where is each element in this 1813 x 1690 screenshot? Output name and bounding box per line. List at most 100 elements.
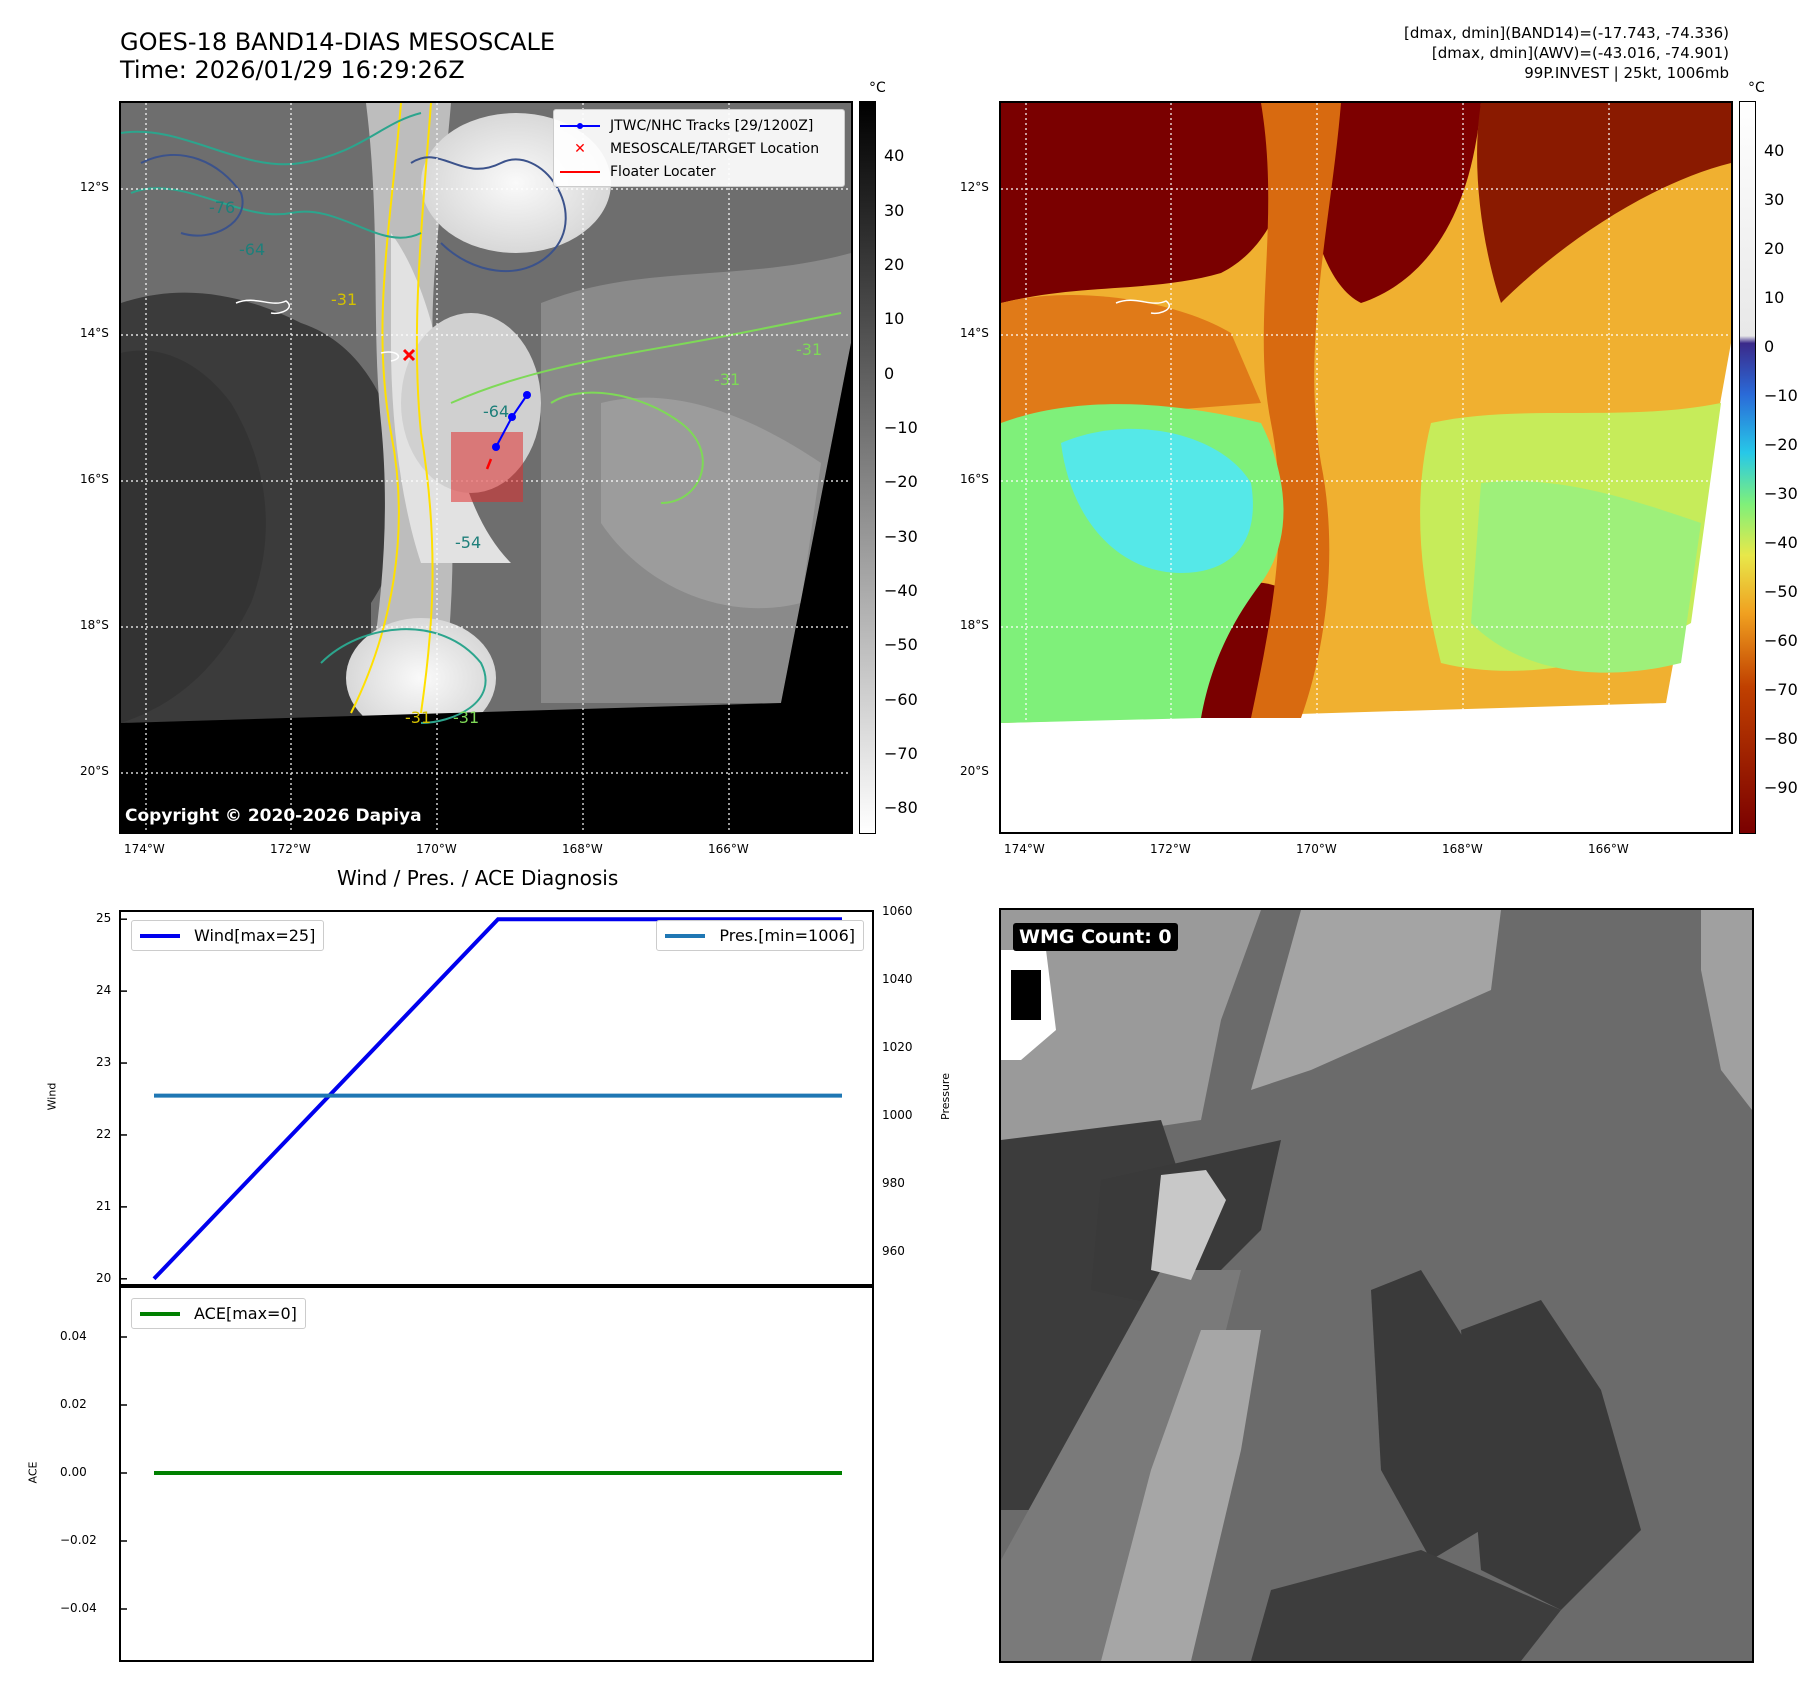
legend-track: JTWC/NHC Tracks [29/1200Z] (560, 114, 838, 137)
lat-label: 16°S (960, 472, 989, 486)
cbar-tick: −20 (884, 472, 918, 491)
legend-target: ✕ MESOSCALE/TARGET Location (574, 140, 820, 157)
cbar-tick: −60 (884, 690, 918, 709)
cbar-tick: −30 (1764, 484, 1798, 503)
cbar-tick: −30 (884, 527, 918, 546)
contour-label: -31 (331, 290, 357, 309)
pres-legend: Pres.[min=1006] (656, 920, 864, 951)
cbar-tick: 10 (884, 309, 905, 328)
pres-legend-swatch (665, 933, 706, 938)
ace-panel: ACE[max=0] (119, 1284, 874, 1662)
right-colorbar (1739, 101, 1756, 834)
lat-label: 16°S (80, 472, 109, 486)
ace-tick-label: −0.02 (60, 1533, 97, 1547)
left-colorbar (859, 101, 876, 834)
contour-label: -31 (796, 340, 822, 359)
lon-label: 168°W (1442, 842, 1483, 856)
lon-label: 174°W (1004, 842, 1045, 856)
ace-legend-swatch (140, 1311, 180, 1316)
awv-range: [dmax, dmin](AWV)=(-43.016, -74.901) (1431, 44, 1729, 62)
pres-tick-label: 1040 (882, 972, 913, 986)
legend-floater: Floater Locater (560, 160, 838, 183)
ace-tick-label: −0.04 (60, 1601, 97, 1615)
right-colorbar-unit: °C (1748, 80, 1765, 96)
figure-time: Time: 2026/01/29 16:29:26Z (120, 56, 465, 84)
contour-label: -64 (483, 402, 509, 421)
awv-map-panel (999, 101, 1733, 834)
pres-tick-label: 1020 (882, 1040, 913, 1054)
lon-label: 166°W (708, 842, 749, 856)
pres-tick-label: 1060 (882, 904, 913, 918)
pres-tick-label: 1000 (882, 1108, 913, 1122)
awv-map-image (1001, 103, 1731, 832)
lat-label: 12°S (960, 180, 989, 194)
wind-tick-label: 20 (96, 1270, 112, 1285)
wind-tick-label: 21 (96, 1198, 112, 1213)
contour-label: -54 (455, 533, 481, 552)
track-point (508, 413, 516, 421)
cbar-tick: −20 (1764, 435, 1798, 454)
wind-tick-label: 23 (96, 1055, 112, 1070)
cbar-tick: −10 (1764, 386, 1798, 405)
wind-legend-swatch (140, 933, 180, 938)
lon-label: 170°W (1296, 842, 1337, 856)
ace-tick-label: 0.04 (60, 1329, 87, 1343)
lon-label: 168°W (562, 842, 603, 856)
map-legend: JTWC/NHC Tracks [29/1200Z] ✕ MESOSCALE/T… (553, 109, 845, 187)
cbar-tick: −60 (1764, 631, 1798, 650)
floater-locater (485, 458, 493, 470)
cbar-tick: −70 (1764, 680, 1798, 699)
pres-tick-label: 980 (882, 1176, 905, 1190)
wind-tick-label: 24 (96, 983, 112, 998)
ace-legend: ACE[max=0] (131, 1298, 306, 1329)
cbar-tick: 40 (884, 146, 905, 165)
copyright-label: Copyright © 2020-2026 Dapiya (125, 806, 422, 826)
lat-label: 12°S (80, 180, 109, 194)
lon-label: 174°W (124, 842, 165, 856)
cbar-tick: 30 (884, 201, 905, 220)
wmg-image (1001, 910, 1752, 1661)
lon-label: 172°W (1150, 842, 1191, 856)
cbar-tick: −10 (884, 418, 918, 437)
wmg-count-label: WMG Count: 0 (1013, 923, 1178, 951)
lat-label: 14°S (80, 326, 109, 340)
cbar-tick: −90 (1764, 778, 1798, 797)
cbar-tick: 20 (884, 255, 905, 274)
pres-tick-label: 960 (882, 1244, 905, 1258)
wind-legend: Wind[max=25] (131, 920, 325, 951)
storm-info: 99P.INVEST | 25kt, 1006mb (1524, 64, 1729, 82)
cbar-tick: 20 (1764, 239, 1785, 258)
wind-tick-label: 22 (96, 1126, 112, 1141)
cbar-tick: −70 (884, 744, 918, 763)
ace-tick-label: 0.00 (60, 1465, 87, 1479)
wind-pres-panel: Wind[max=25] Pres.[min=1006] (119, 910, 874, 1288)
contour-label: -76 (209, 198, 235, 217)
ace-tick-label: 0.02 (60, 1397, 87, 1411)
contour-label: -31 (453, 708, 479, 727)
contour-label: -31 (714, 370, 740, 389)
lon-label: 170°W (416, 842, 457, 856)
target-marker (402, 348, 416, 362)
band14-range: [dmax, dmin](BAND14)=(-17.743, -74.336) (1404, 24, 1729, 42)
cbar-tick: 0 (884, 364, 895, 383)
figure-title: GOES-18 BAND14-DIAS MESOSCALE (120, 28, 556, 56)
ace-plot (121, 1336, 842, 1610)
cbar-tick: 0 (1764, 337, 1775, 356)
lon-label: 166°W (1588, 842, 1629, 856)
track-point (492, 443, 500, 451)
wind-axis-label: Wind (45, 1082, 59, 1111)
ace-axis-label: ACE (26, 1461, 40, 1484)
cbar-tick: −40 (884, 581, 918, 600)
wind-tick-label: 25 (96, 911, 112, 926)
cbar-tick: 40 (1764, 141, 1785, 160)
lon-label: 172°W (270, 842, 311, 856)
cbar-tick: −80 (1764, 729, 1798, 748)
left-colorbar-unit: °C (869, 80, 886, 96)
cbar-tick: 30 (1764, 190, 1785, 209)
wind-pres-plot (121, 917, 842, 1281)
wmg-panel: WMG Count: 0 (999, 908, 1754, 1663)
contour-label: -31 (405, 708, 431, 727)
lat-label: 20°S (80, 764, 109, 778)
pres-axis-label: Pressure (938, 1073, 952, 1120)
cbar-tick: −50 (1764, 582, 1798, 601)
